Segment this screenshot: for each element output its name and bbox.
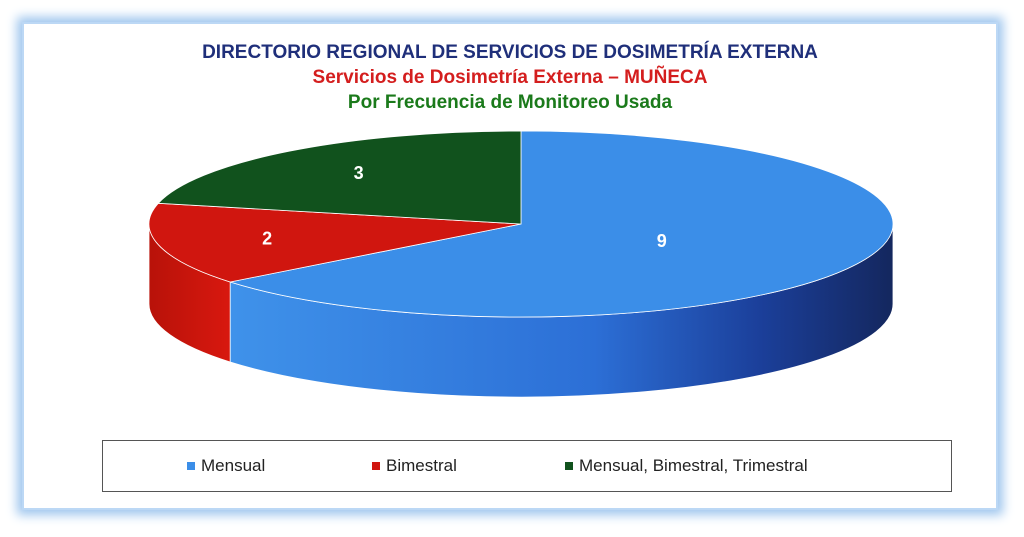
legend-item-mensual: Mensual — [187, 456, 265, 476]
chart-title: DIRECTORIO REGIONAL DE SERVICIOS DE DOSI… — [202, 42, 818, 63]
legend-label-mensual-bimestral-trimestral: Mensual, Bimestral, Trimestral — [579, 456, 808, 475]
pie-slice-bimestral — [148, 202, 522, 283]
data-label-mensual: 9 — [657, 231, 667, 251]
legend-item-bimestral: Bimestral — [372, 456, 457, 476]
chart-titles: DIRECTORIO REGIONAL DE SERVICIOS DE DOSI… — [24, 40, 996, 115]
legend-swatch-mensual — [187, 462, 195, 470]
data-label-bimestral: 2 — [262, 228, 272, 248]
data-label-mensual-bimestral-trimestral: 3 — [354, 163, 364, 183]
legend-swatch-mensual-bimestral-trimestral — [565, 462, 573, 470]
pie-slice-mensual-bimestral-trimestral — [157, 130, 522, 225]
pie-chart: 9 2 3 — [148, 130, 894, 398]
legend: Mensual Bimestral Mensual, Bimestral, Tr… — [102, 440, 952, 492]
chart-subtitle-2: Por Frecuencia de Monitoreo Usada — [347, 92, 673, 113]
pie-slice-mensual — [230, 130, 894, 318]
legend-label-mensual: Mensual — [201, 456, 266, 475]
legend-item-mensual-bimestral-trimestral: Mensual, Bimestral, Trimestral — [565, 456, 808, 476]
legend-label-bimestral: Bimestral — [386, 456, 457, 475]
legend-swatch-bimestral — [372, 462, 380, 470]
chart-subtitle: Servicios de Dosimetría Externa – MUÑECA — [312, 67, 708, 88]
chart-frame: DIRECTORIO REGIONAL DE SERVICIOS DE DOSI… — [22, 22, 998, 510]
